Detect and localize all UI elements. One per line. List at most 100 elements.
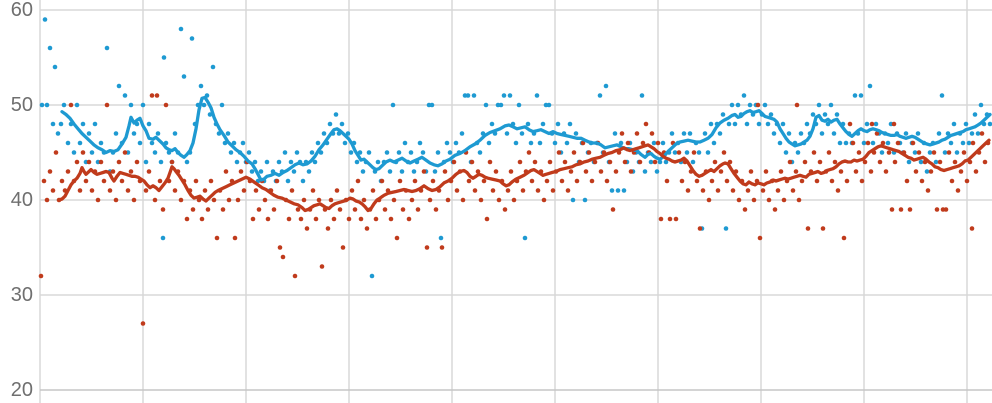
data-point (757, 235, 763, 241)
data-point (804, 121, 810, 127)
data-point (520, 188, 526, 193)
data-point (104, 102, 110, 108)
data-point (834, 112, 840, 117)
data-point (718, 169, 724, 174)
data-point (571, 150, 577, 155)
data-point (676, 150, 682, 155)
data-point (895, 140, 901, 146)
data-point (511, 197, 517, 203)
data-point (892, 159, 898, 165)
data-point (394, 235, 400, 241)
data-point (723, 226, 729, 231)
data-point (706, 197, 712, 203)
data-point (220, 207, 226, 212)
data-point (258, 169, 264, 174)
data-point (140, 321, 146, 326)
data-point (496, 197, 502, 203)
data-point (484, 216, 490, 222)
data-point (256, 207, 262, 212)
data-point (225, 131, 231, 136)
data-point (429, 102, 435, 108)
data-point (59, 178, 65, 184)
data-point (333, 112, 339, 117)
data-point (420, 150, 426, 155)
data-point (373, 216, 379, 222)
y-axis-label-30: 30 (10, 284, 33, 306)
data-point (573, 131, 579, 136)
data-point (570, 197, 576, 203)
data-point (444, 140, 450, 146)
data-point (50, 121, 56, 127)
data-point (101, 178, 107, 184)
data-point (160, 235, 166, 241)
data-point (873, 121, 879, 127)
data-point (702, 131, 708, 136)
data-point (972, 112, 978, 117)
data-point (933, 159, 939, 165)
data-point (432, 169, 438, 174)
y-axis-label-20: 20 (10, 379, 33, 401)
data-point (948, 140, 954, 146)
data-point (80, 121, 86, 127)
data-point (430, 178, 436, 184)
data-point (137, 140, 143, 146)
data-point (805, 226, 811, 231)
data-point (715, 188, 721, 193)
data-point (325, 226, 331, 231)
data-point (349, 188, 355, 193)
data-point (615, 188, 621, 193)
data-point (720, 112, 726, 117)
data-point (152, 150, 158, 155)
data-point (427, 197, 433, 203)
data-point (107, 188, 113, 193)
data-point (321, 131, 327, 136)
data-point (907, 207, 913, 212)
data-point (622, 159, 628, 165)
data-point (502, 207, 508, 212)
data-point (640, 140, 646, 146)
data-point (612, 131, 618, 136)
data-point (772, 207, 778, 212)
data-point (673, 216, 679, 222)
data-point (987, 121, 992, 127)
data-point (157, 178, 163, 184)
data-point (724, 178, 730, 184)
data-point (38, 273, 44, 279)
data-point (400, 207, 406, 212)
data-point (832, 159, 838, 165)
data-point (490, 188, 496, 193)
data-point (274, 178, 280, 184)
data-point (493, 169, 499, 174)
data-point (348, 150, 354, 155)
data-point (619, 131, 625, 136)
data-point (234, 159, 240, 165)
data-point (316, 197, 322, 203)
data-point (163, 102, 169, 108)
data-point (184, 159, 190, 165)
data-point (387, 169, 393, 174)
data-point (110, 169, 116, 174)
data-point (687, 131, 693, 136)
data-point (700, 188, 706, 193)
data-point (231, 140, 237, 146)
data-point (98, 159, 104, 165)
data-point (850, 140, 856, 146)
data-point (39, 102, 45, 108)
data-point (639, 93, 645, 98)
data-point (504, 131, 510, 136)
data-point (787, 159, 793, 165)
data-point (288, 159, 294, 165)
data-point (529, 178, 535, 184)
data-point (370, 188, 376, 193)
data-point (77, 188, 83, 193)
data-point (861, 140, 867, 146)
data-point (603, 83, 609, 89)
data-point (250, 216, 256, 222)
data-point (345, 131, 351, 136)
data-point (721, 150, 727, 155)
data-point (844, 178, 850, 184)
data-point (201, 102, 207, 108)
data-point (664, 178, 670, 184)
data-point (711, 140, 717, 146)
